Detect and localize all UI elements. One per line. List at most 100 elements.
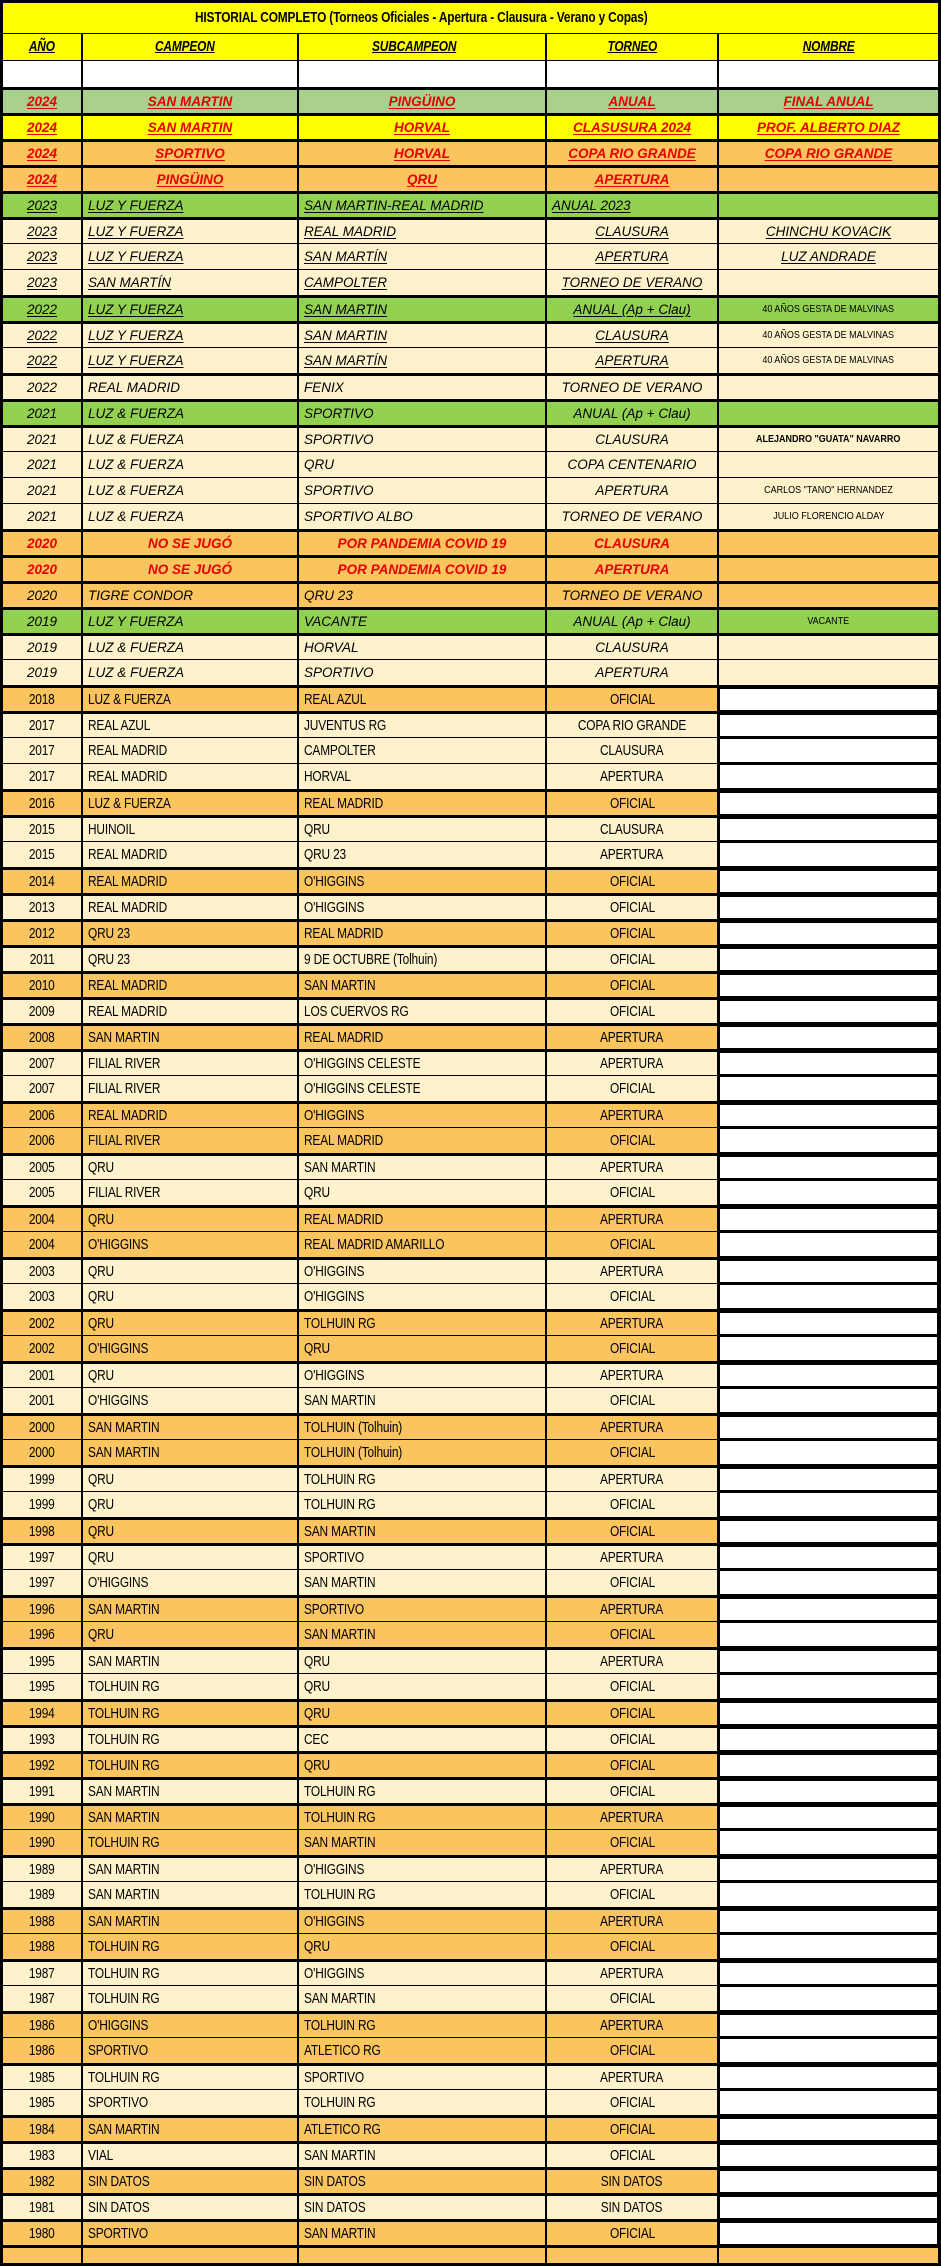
year-cell: 2011 [29, 951, 55, 968]
table-row-2003: 2003 QRU O'HIGGINS APERTURA [3, 1257, 938, 1283]
campeon-cell: TOLHUIN RG [81, 1754, 297, 1777]
table-row-1984: 1984 SAN MARTIN ATLETICO RG OFICIAL [3, 2115, 938, 2141]
table-row-1990: 1990 TOLHUIN RG SAN MARTIN OFICIAL [3, 1829, 938, 1855]
table-row-1989: 1989 SAN MARTIN O'HIGGINS APERTURA [3, 1855, 938, 1881]
nombre-cell [717, 1416, 938, 1439]
year-cell: 2022 [26, 302, 58, 317]
torneo-cell: CLASUSURA 2024 [545, 116, 717, 139]
empty-row [3, 2245, 938, 2263]
torneo-cell: APERTURA [545, 1312, 717, 1335]
nombre-cell [717, 1622, 938, 1647]
nombre-cell [717, 1546, 938, 1569]
subcampeon-cell: SAN MARTIN [297, 1520, 545, 1543]
year-cell: 1995 [29, 1678, 55, 1695]
table-row-1987: 1987 TOLHUIN RG SAN MARTIN OFICIAL [3, 1985, 938, 2011]
subcampeon-cell: SAN MARTIN [297, 1156, 545, 1179]
campeon-cell: SAN MARTIN [81, 1440, 297, 1465]
nombre-cell [717, 636, 938, 659]
torneo-cell: COPA CENTENARIO [545, 452, 717, 477]
campeon-cell: SPORTIVO [81, 2222, 297, 2245]
subcampeon-cell: SAN MARTIN [297, 2222, 545, 2245]
torneo-cell: OFICIAL [545, 1492, 717, 1517]
nombre-cell [717, 452, 938, 477]
campeon-cell: QRU [81, 1364, 297, 1387]
campeon-cell: TOLHUIN RG [81, 2066, 297, 2089]
subcampeon-cell: SAN MARTÍN [297, 244, 545, 269]
table-row-1996: 1996 SAN MARTIN SPORTIVO APERTURA [3, 1595, 938, 1621]
torneo-cell: OFICIAL [545, 2118, 717, 2141]
torneo-cell: APERTURA [545, 1052, 717, 1075]
nombre-cell [717, 1128, 938, 1153]
year-cell: 2014 [29, 873, 55, 890]
year-cell: 2013 [29, 899, 55, 916]
subcampeon-cell: FENIX [297, 376, 545, 399]
torneo-cell: OFICIAL [545, 1076, 717, 1101]
table-row-2021: 2021 LUZ & FUERZA SPORTIVO ALBO TORNEO DE V… [3, 503, 938, 529]
nombre-cell [717, 974, 938, 997]
campeon-cell: SAN MARTIN [81, 1416, 297, 1439]
torneo-cell: OFICIAL [545, 1728, 717, 1751]
table-row-2005: 2005 FILIAL RIVER QRU OFICIAL [3, 1179, 938, 1205]
torneo-cell: OFICIAL [545, 1934, 717, 1959]
campeon-cell: O'HIGGINS [81, 1336, 297, 1361]
nombre-cell: 40 AÑOS GESTA DE MALVINAS [717, 298, 938, 321]
subcampeon-cell: REAL MADRID [297, 220, 545, 243]
subcampeon-cell: ATLETICO RG [297, 2118, 545, 2141]
subcampeon-cell: SPORTIVO [297, 402, 545, 425]
campeon-cell: O'HIGGINS [81, 1232, 297, 1257]
torneo-cell: APERTURA [545, 1910, 717, 1933]
torneo-cell: OFICIAL [545, 1128, 717, 1153]
nombre-cell [717, 1882, 938, 1907]
nombre-cell: PROF. ALBERTO DIAZ [717, 116, 938, 139]
table-row-1995: 1995 TOLHUIN RG QRU OFICIAL [3, 1673, 938, 1699]
table-row-2003: 2003 QRU O'HIGGINS OFICIAL [3, 1283, 938, 1309]
torneo-cell: ANUAL (Ap + Clau) [545, 298, 717, 321]
subcampeon-cell: JUVENTUS RG [297, 714, 545, 737]
table-row-2015: 2015 REAL MADRID QRU 23 APERTURA [3, 841, 938, 867]
nombre-cell [717, 1674, 938, 1699]
year-cell: 2004 [29, 1211, 55, 1228]
year-cell: 2024 [26, 146, 58, 161]
table-row-2024: 2024 SAN MARTIN PINGÜINO ANUAL FINAL ANUAL [3, 87, 938, 113]
torneo-cell [545, 2248, 717, 2263]
torneo-cell: CLAUSURA [545, 324, 717, 347]
year-cell: 2006 [29, 1132, 55, 1149]
year-cell: 2023 [26, 249, 58, 264]
torneo-cell: CLAUSURA [545, 532, 717, 555]
subcampeon-cell: QRU [297, 1336, 545, 1361]
table-row-1998: 1998 QRU SAN MARTIN OFICIAL [3, 1517, 938, 1543]
campeon-cell: SAN MARTIN [81, 1806, 297, 1829]
campeon-cell: REAL MADRID [81, 842, 297, 867]
subcampeon-cell: O'HIGGINS [297, 1284, 545, 1309]
year-cell: 2001 [29, 1392, 55, 1409]
nombre-cell [717, 2248, 938, 2263]
year-cell: 1994 [29, 1705, 55, 1722]
table-row-1994: 1994 TOLHUIN RG QRU OFICIAL [3, 1699, 938, 1725]
column-header-ano: AÑO [29, 39, 55, 55]
nombre-cell [717, 2222, 938, 2245]
blank-cell [81, 61, 297, 87]
campeon-cell: LUZ & FUERZA [81, 428, 297, 451]
year-cell: 1988 [29, 1913, 55, 1930]
year-cell: 2022 [26, 380, 58, 395]
nombre-cell: LUZ ANDRADE [717, 244, 938, 269]
subcampeon-cell: TOLHUIN RG [297, 1780, 545, 1803]
table-row-2012: 2012 QRU 23 REAL MADRID OFICIAL [3, 919, 938, 945]
torneo-cell: OFICIAL [545, 792, 717, 815]
nombre-cell [717, 714, 938, 737]
nombre-cell [717, 764, 938, 789]
campeon-cell: HUINOIL [81, 818, 297, 841]
column-header-campeon: CAMPEON [81, 34, 297, 60]
year-cell: 1986 [29, 2042, 55, 2059]
subcampeon-cell: SPORTIVO [297, 478, 545, 503]
table-row-2017: 2017 REAL MADRID CAMPOLTER CLAUSURA [3, 737, 938, 763]
nombre-cell [717, 1780, 938, 1803]
subcampeon-cell: REAL MADRID [297, 1026, 545, 1049]
year-cell: 2003 [29, 1263, 55, 1280]
subcampeon-cell: PINGÜINO [297, 90, 545, 113]
campeon-cell: QRU [81, 1208, 297, 1231]
year-cell: 1989 [29, 1861, 55, 1878]
torneo-cell: SIN DATOS [545, 2170, 717, 2193]
torneo-cell: OFICIAL [545, 2090, 717, 2115]
subcampeon-cell: QRU [297, 1754, 545, 1777]
